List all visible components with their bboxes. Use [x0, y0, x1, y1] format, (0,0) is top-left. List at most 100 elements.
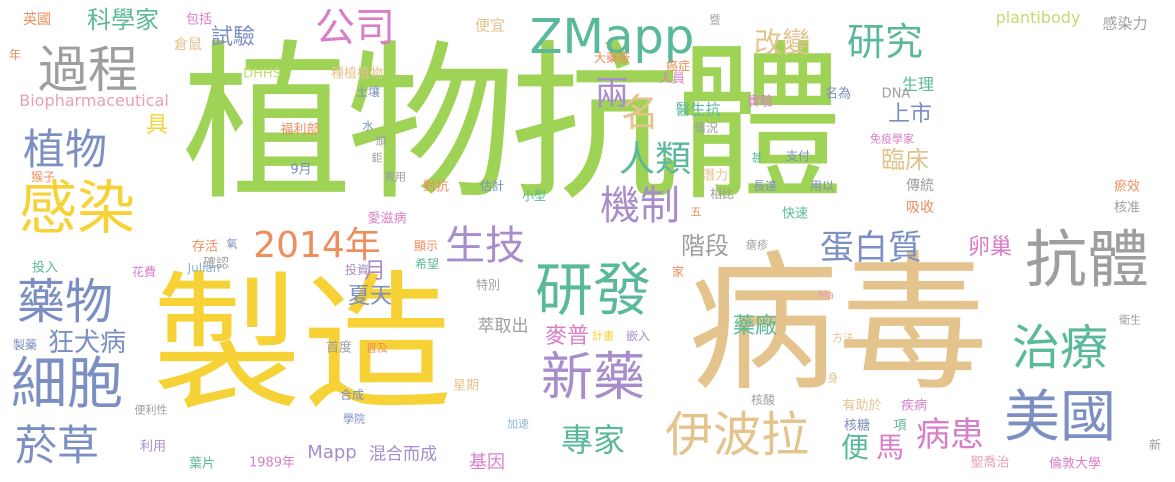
word: 公司 [315, 5, 395, 51]
word: 1989年 [248, 455, 296, 471]
word: 研發 [534, 256, 652, 324]
word: 希望 [414, 257, 440, 271]
word: 研究 [846, 20, 924, 64]
word: 伊波拉 [664, 407, 810, 463]
word: 混合而成 [369, 444, 437, 465]
word: 英國 [23, 12, 51, 28]
word: 嵌入 [625, 329, 651, 343]
word: 基因 [469, 452, 505, 473]
word: 愛滋病 [367, 211, 407, 227]
word: 生理 [901, 75, 935, 94]
word: 科學家 [87, 6, 159, 34]
word: 鉅 [371, 151, 383, 165]
word: plantibody [995, 8, 1081, 27]
word: 抗體 [1024, 223, 1150, 296]
word: 存活 [191, 239, 219, 255]
word: 感染力 [1102, 14, 1148, 33]
word: 瘀效 [1113, 179, 1141, 195]
word: 病患 [916, 415, 984, 455]
word: 用以 [809, 179, 835, 193]
word: 9月 [290, 162, 312, 178]
word: 估計 [479, 179, 505, 193]
word: 計畫 [592, 329, 614, 343]
word: 支付 [785, 149, 811, 163]
word: 菸草 [14, 421, 100, 470]
word: 植物抗體 [181, 26, 844, 224]
word: Julian [187, 261, 221, 275]
word: 項 [893, 418, 907, 434]
word: 聖喬治 [970, 455, 1010, 471]
word: 相比 [709, 187, 735, 201]
word: 疾病 [900, 398, 928, 414]
word: 人員 [658, 71, 686, 87]
word: 美國 [1004, 385, 1116, 450]
word: Biopharmaceutical [19, 91, 169, 110]
word: 名 [620, 91, 660, 135]
word: 甚 [751, 151, 763, 165]
word: 階段 [681, 232, 729, 260]
word: 藥物 [16, 274, 114, 330]
word: 病毒 [687, 238, 989, 412]
word: 臨床 [881, 146, 929, 174]
word: 試驗 [210, 25, 256, 50]
word: 利用 [139, 439, 167, 455]
word: 土壤 [355, 85, 381, 99]
word: 水 [362, 119, 374, 133]
word: 合成 [339, 388, 365, 402]
word: 生技 [445, 223, 525, 269]
word: 感染 [18, 174, 136, 242]
word: 核准 [1113, 200, 1141, 216]
word: 投資 [344, 263, 370, 277]
word: 方法 [832, 331, 854, 345]
word: 兩 [595, 74, 629, 114]
word: 馬 [875, 431, 905, 464]
word: 卵巢 [967, 235, 1013, 260]
word: 確認 [202, 256, 230, 272]
word: 小型 [521, 189, 547, 203]
word: 製藥 [12, 338, 38, 352]
word: 實驗 [746, 94, 774, 110]
word: 免疫學家 [870, 132, 914, 146]
word: 有助於 [842, 398, 882, 414]
word: 改變 [753, 26, 811, 59]
word: 特別 [475, 278, 501, 292]
word: 顯示 [413, 239, 439, 253]
word: 人類 [618, 139, 692, 180]
word: 頒 [375, 134, 387, 148]
word: 猴子 [30, 170, 56, 184]
word: 家 [671, 265, 685, 279]
word: 夏天 [347, 284, 393, 309]
word: 星期 [452, 378, 480, 394]
word: 氧 [226, 237, 238, 251]
word: 葉片 [188, 456, 216, 472]
word: 身 [827, 371, 839, 385]
word: 便利性 [134, 403, 168, 417]
word: 蛋白質 [820, 228, 922, 268]
word: 名為 [824, 86, 852, 102]
word: 包括 [185, 12, 213, 28]
word: 便宜 [474, 16, 506, 35]
word: 花費 [131, 265, 157, 279]
word: 具 [145, 113, 169, 138]
word: 普及 [366, 341, 388, 355]
word: 瘡疹 [746, 238, 768, 252]
word: Ma [817, 288, 835, 302]
word: DHHS [243, 66, 281, 82]
word: 快速 [781, 206, 809, 222]
word: 過程 [38, 41, 138, 99]
word: 長達 [752, 179, 778, 193]
word: DNA [881, 86, 911, 102]
word: 藥廠 [732, 314, 778, 339]
word: 五 [690, 205, 702, 219]
word: 傳統 [906, 178, 934, 194]
word: 衛生 [1119, 313, 1141, 327]
word: ZMapp [529, 9, 695, 65]
word: 倫敦大學 [1048, 456, 1102, 472]
word: 2014年 [253, 225, 381, 266]
word: 狂犬病 [47, 328, 127, 358]
word: 學院 [343, 412, 365, 426]
word: 福利部 [280, 122, 320, 138]
word: 費用 [384, 170, 406, 184]
word: 加速 [507, 417, 529, 431]
word: 核糖 [843, 418, 871, 434]
